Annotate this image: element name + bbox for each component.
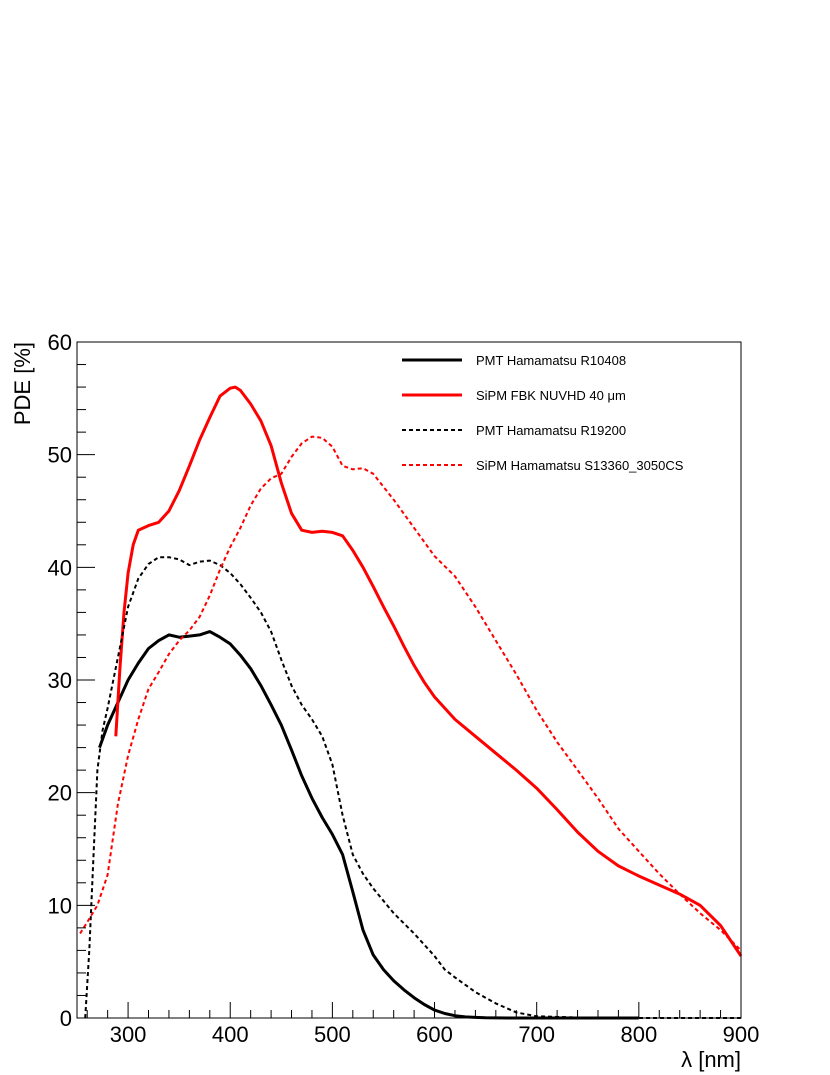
y-tick-label: 40 — [48, 555, 72, 580]
legend-label: SiPM Hamamatsu S13360_3050CS — [476, 458, 684, 473]
x-tick-label: 400 — [212, 1022, 249, 1047]
x-tick-label: 900 — [723, 1022, 760, 1047]
x-tick-label: 800 — [620, 1022, 657, 1047]
y-axis-label: PDE [%] — [10, 342, 35, 425]
series-line — [114, 385, 743, 957]
y-tick-label: 60 — [48, 330, 72, 355]
legend: PMT Hamamatsu R10408 SiPM FBK NUVHD 40 μm… — [402, 353, 684, 473]
legend-label: PMT Hamamatsu R19200 — [476, 423, 626, 438]
y-tick-label: 10 — [48, 893, 72, 918]
x-axis-label: λ [nm] — [681, 1047, 741, 1072]
y-tick-label: 50 — [48, 443, 72, 468]
series-line — [84, 556, 741, 1019]
legend-label: SiPM FBK NUVHD 40 μm — [476, 388, 626, 403]
axis-layer: 300 400 500 600 700 800 900 0 10 20 30 40 50 60 — [48, 330, 760, 1047]
x-tick-label: 300 — [110, 1022, 147, 1047]
x-tick-label: 700 — [518, 1022, 555, 1047]
x-tick-label: 600 — [416, 1022, 453, 1047]
y-tick-label: 30 — [48, 668, 72, 693]
x-tick-label: 500 — [314, 1022, 351, 1047]
y-tick-label: 20 — [48, 781, 72, 806]
series-line — [98, 630, 639, 1020]
series-layer — [79, 385, 743, 1020]
y-tick-label: 0 — [60, 1006, 72, 1031]
legend-label: PMT Hamamatsu R10408 — [476, 353, 626, 368]
